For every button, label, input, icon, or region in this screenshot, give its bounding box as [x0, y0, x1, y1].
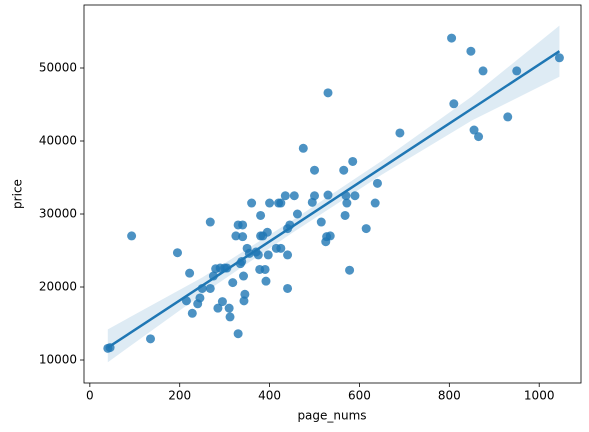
point: [361, 224, 371, 234]
y-tick-label: 20000: [39, 280, 77, 294]
point: [276, 198, 286, 208]
point: [195, 293, 205, 303]
regression-line: [107, 50, 561, 349]
point: [205, 283, 215, 293]
point: [325, 231, 335, 241]
point: [316, 217, 326, 227]
point: [447, 33, 457, 43]
point: [261, 276, 271, 286]
point: [342, 198, 352, 208]
y-axis-label: price: [11, 179, 25, 209]
y-tick-label: 40000: [39, 134, 77, 148]
point: [262, 227, 272, 237]
point: [554, 53, 564, 63]
point: [323, 88, 333, 98]
point: [370, 198, 380, 208]
point: [185, 268, 195, 278]
point: [340, 210, 350, 220]
axes-frame: [83, 4, 582, 384]
point: [265, 198, 275, 208]
point: [283, 283, 293, 293]
x-tick-label: 200: [168, 389, 191, 403]
point: [503, 112, 513, 122]
point: [238, 220, 248, 230]
point: [474, 132, 484, 142]
x-tick-label: 0: [86, 389, 94, 403]
point: [339, 165, 349, 175]
point: [239, 271, 249, 281]
point: [449, 99, 459, 109]
confidence-band: [107, 25, 560, 363]
point: [238, 232, 248, 242]
point: [224, 303, 234, 313]
y-tick-label: 50000: [39, 61, 77, 75]
point: [225, 312, 235, 322]
point: [127, 231, 137, 241]
point: [512, 66, 522, 76]
x-tick-label: 400: [258, 389, 281, 403]
point: [298, 143, 308, 153]
point: [239, 296, 249, 306]
point: [345, 265, 355, 275]
point: [469, 125, 479, 135]
point: [172, 248, 182, 258]
point: [310, 191, 320, 201]
point: [205, 217, 215, 227]
point: [231, 231, 241, 241]
point: [372, 178, 382, 188]
point: [247, 198, 257, 208]
point: [310, 165, 320, 175]
point: [260, 264, 270, 274]
point: [280, 191, 290, 201]
point: [478, 66, 488, 76]
point: [253, 250, 263, 260]
point: [276, 243, 286, 253]
y-tick-label: 30000: [39, 207, 77, 221]
point: [350, 191, 360, 201]
point: [323, 190, 333, 200]
point: [146, 334, 156, 344]
x-axis-label: page_nums: [297, 409, 366, 423]
point: [228, 278, 238, 288]
point: [395, 128, 405, 138]
point: [283, 250, 293, 260]
point: [348, 156, 358, 166]
point: [289, 191, 299, 201]
point: [256, 210, 266, 220]
point: [263, 250, 273, 260]
point: [213, 303, 223, 313]
point: [187, 308, 197, 318]
point: [466, 46, 476, 56]
y-tick-label: 10000: [39, 353, 77, 367]
point: [217, 297, 227, 307]
point: [233, 329, 243, 339]
point: [292, 209, 302, 219]
x-tick-label: 800: [438, 389, 461, 403]
x-tick-label: 600: [348, 389, 371, 403]
x-tick-label: 1000: [524, 389, 555, 403]
point: [240, 289, 250, 299]
